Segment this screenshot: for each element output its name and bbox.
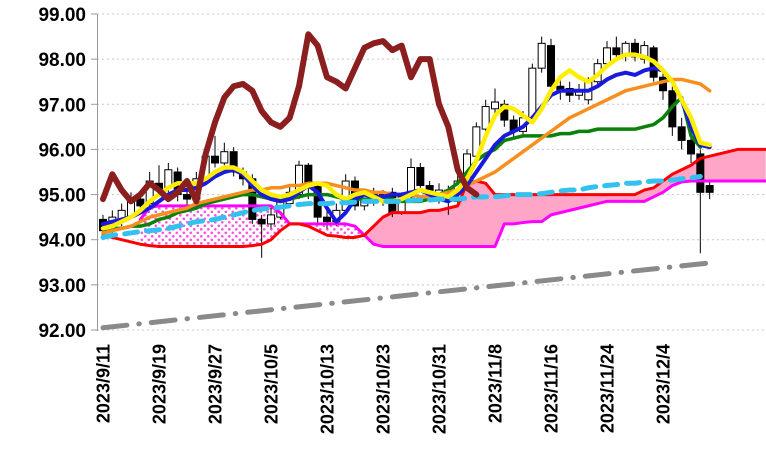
- candle: [612, 36, 621, 60]
- candle: [257, 214, 266, 258]
- y-axis-label: 94.00: [38, 231, 86, 252]
- series-lagging-span-dark-red: [100, 31, 480, 205]
- x-axis-label: 2023/10/31: [429, 344, 449, 434]
- series-ma-cyan-dashed: [100, 174, 703, 240]
- x-axis-label: 2023/9/27: [205, 344, 225, 424]
- y-axis-label: 98.00: [38, 50, 86, 71]
- kumo-cloud-dotted: [140, 205, 374, 247]
- x-axis-label: 2023/10/13: [317, 344, 337, 434]
- y-axis-label: 93.00: [38, 276, 86, 297]
- candle: [220, 142, 229, 166]
- candle: [677, 117, 686, 150]
- x-axis-label: 2023/9/11: [94, 344, 114, 423]
- series-ma-yellow: [100, 52, 712, 231]
- candle: [546, 38, 555, 91]
- candle: [490, 88, 499, 114]
- y-axis-label: 99.00: [38, 5, 86, 26]
- y-axis-label: 97.00: [38, 95, 86, 116]
- x-axis-label: 2023/12/4: [653, 344, 673, 424]
- x-axis-label: 2023/9/19: [149, 344, 169, 424]
- candle: [481, 99, 490, 132]
- candle: [210, 135, 219, 168]
- candle: [537, 36, 546, 73]
- candle: [705, 181, 714, 200]
- candle: [696, 149, 705, 254]
- y-axis-label: 92.00: [38, 321, 86, 342]
- y-axis-label: 95.00: [38, 186, 86, 207]
- x-axis-labels: 2023/9/11 2023/9/19 2023/9/27 2023/10/5 2023…: [94, 344, 674, 434]
- x-axis-label: 2023/11/16: [541, 344, 561, 433]
- x-axis-label: 2023/10/23: [373, 344, 393, 434]
- series-ma-blue: [101, 66, 712, 226]
- senkou-span-magenta: [138, 179, 766, 248]
- x-axis-label: 2023/11/24: [597, 344, 617, 433]
- y-axis-label: 96.00: [38, 140, 86, 161]
- x-axis-label: 2023/10/5: [261, 344, 281, 424]
- y-axis-labels: 99.00 98.00 97.00 96.00 95.00 94.00 93.00 92.00: [38, 5, 86, 342]
- senkou-span-red: [101, 147, 766, 248]
- trend-projection-gray: [100, 259, 719, 331]
- candle: [266, 208, 275, 229]
- x-axis-label: 2023/11/8: [485, 344, 505, 423]
- candle: [416, 162, 425, 193]
- kumo-cloud-solid: [364, 149, 766, 247]
